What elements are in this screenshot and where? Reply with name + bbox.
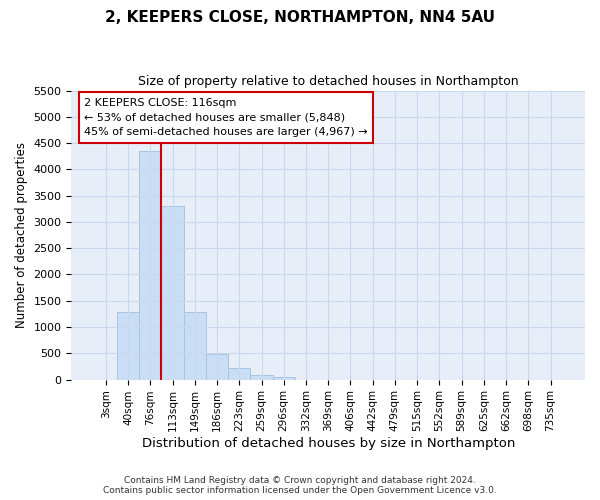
Bar [250, 376, 272, 380]
Bar [272, 376, 295, 380]
X-axis label: Distribution of detached houses by size in Northampton: Distribution of detached houses by size … [142, 437, 515, 450]
Bar [206, 354, 228, 380]
Text: Contains HM Land Registry data © Crown copyright and database right 2024.
Contai: Contains HM Land Registry data © Crown c… [103, 476, 497, 495]
Bar [228, 368, 250, 380]
Title: Size of property relative to detached houses in Northampton: Size of property relative to detached ho… [138, 75, 518, 88]
Y-axis label: Number of detached properties: Number of detached properties [15, 142, 28, 328]
Text: 2 KEEPERS CLOSE: 116sqm
← 53% of detached houses are smaller (5,848)
45% of semi: 2 KEEPERS CLOSE: 116sqm ← 53% of detache… [84, 98, 368, 138]
Text: 2, KEEPERS CLOSE, NORTHAMPTON, NN4 5AU: 2, KEEPERS CLOSE, NORTHAMPTON, NN4 5AU [105, 10, 495, 25]
Bar [184, 312, 206, 380]
Bar [161, 206, 184, 380]
Bar [117, 312, 139, 380]
Bar [139, 151, 161, 380]
